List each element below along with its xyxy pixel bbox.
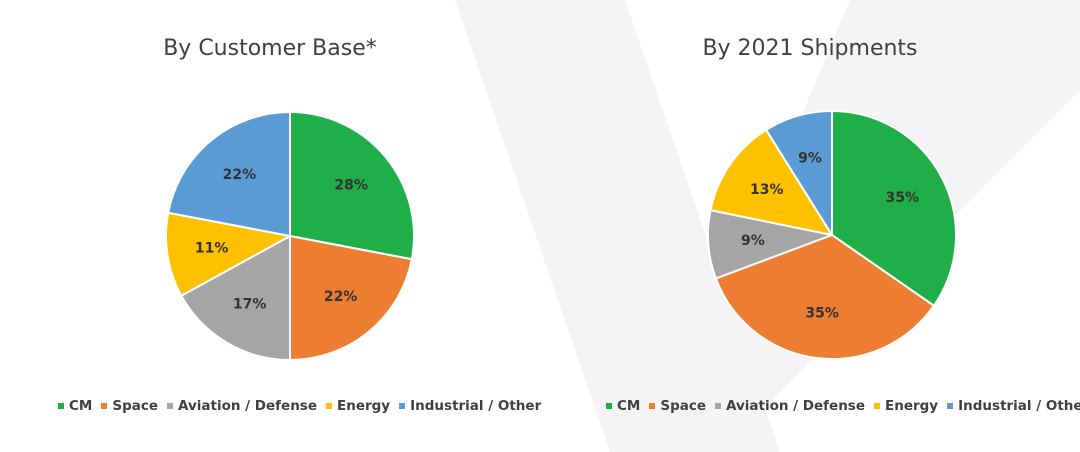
data-label-industrial-other: 9% <box>798 151 822 167</box>
pie-slice-cm <box>289 111 415 261</box>
legend-swatch <box>101 403 108 409</box>
legend-item-industrial-other: Industrial / Other <box>399 398 541 414</box>
pie-chart-2021-shipments: 35% 35% 9% 13% 9% <box>707 110 957 360</box>
chart-title: By Customer Base* <box>163 36 377 61</box>
pie-slice-cm <box>831 110 957 307</box>
legend-item-energy: Energy <box>326 398 390 414</box>
pie-slice-aviation-defense <box>180 235 291 361</box>
data-label-cm: 35% <box>886 190 920 206</box>
legend-label: Energy <box>885 398 939 414</box>
legend-item-space: Space <box>649 398 706 414</box>
legend-item-aviation-defense: Aviation / Defense <box>715 398 865 414</box>
legend-label: Energy <box>337 398 391 414</box>
data-label-aviation-defense: 9% <box>741 233 765 249</box>
data-label-aviation-defense: 17% <box>233 296 267 312</box>
chart-panel-customer-base: By Customer Base* 28% 22% 17% 11% 22% CM Spac… <box>58 36 541 414</box>
data-label-space: 35% <box>805 306 839 322</box>
pie-slice-energy <box>165 211 291 297</box>
legend-label: CM <box>617 398 641 414</box>
legend-item-aviation-defense: Aviation / Defense <box>167 398 317 414</box>
chart-legend: CM Space Aviation / Defense Energy Industria… <box>58 396 550 416</box>
legend-swatch <box>715 403 721 409</box>
data-label-cm: 28% <box>334 177 368 193</box>
legend-label: Space <box>112 398 158 414</box>
legend-item-industrial-other: Industrial / Other <box>947 398 1080 414</box>
data-label-energy: 11% <box>195 240 229 256</box>
legend-swatch <box>399 403 406 409</box>
legend-label: Aviation / Defense <box>178 398 317 414</box>
legend-item-cm: CM <box>606 398 640 414</box>
legend-swatch <box>606 403 612 409</box>
legend-item-cm: CM <box>58 398 92 414</box>
watermark-chevron-left <box>455 0 780 452</box>
pie-slice-space <box>714 234 935 360</box>
legend-label: Industrial / Other <box>958 398 1080 414</box>
pie-chart-customer-base: 28% 22% 17% 11% 22% <box>165 111 415 361</box>
pie-slice-industrial-other <box>765 110 833 236</box>
legend-swatch <box>326 403 332 409</box>
legend-swatch <box>649 403 656 409</box>
data-label-space: 22% <box>324 289 358 305</box>
pie-slice-industrial-other <box>167 111 291 237</box>
data-label-industrial-other: 22% <box>223 167 257 183</box>
legend-label: Space <box>660 398 706 414</box>
pie-slice-space <box>289 235 413 361</box>
chart-legend: CM Space Aviation / Defense Energy Industria… <box>606 396 1080 416</box>
legend-label: Aviation / Defense <box>726 398 865 414</box>
legend-label: Industrial / Other <box>410 398 542 414</box>
legend-swatch <box>947 403 954 409</box>
chart-panel-2021-shipments: By 2021 Shipments 35% 35% 9% 13% 9% CM Space A… <box>540 0 1080 452</box>
pie-slice-energy <box>709 128 833 236</box>
legend-item-space: Space <box>101 398 158 414</box>
legend-label: CM <box>69 398 93 414</box>
legend-swatch <box>874 403 880 409</box>
legend-item-energy: Energy <box>874 398 938 414</box>
data-label-energy: 13% <box>750 182 784 198</box>
legend-swatch <box>167 403 173 409</box>
chart-title: By 2021 Shipments <box>702 36 918 61</box>
legend-swatch <box>58 403 64 409</box>
